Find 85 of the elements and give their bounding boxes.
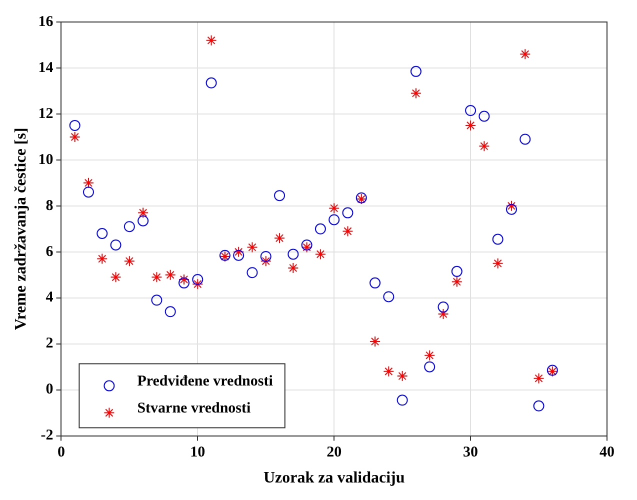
y-tick-label: 4 [46, 290, 54, 306]
point [274, 232, 286, 244]
y-tick-label: 8 [46, 198, 54, 214]
point [110, 272, 122, 283]
point [246, 242, 258, 253]
point [370, 336, 381, 348]
point [164, 306, 176, 318]
legend-label: Predviđene vrednosti [137, 374, 273, 390]
point [506, 204, 517, 215]
point [478, 140, 490, 152]
point [478, 110, 490, 122]
point [438, 308, 449, 320]
point [124, 221, 135, 232]
point [138, 215, 149, 226]
point [342, 207, 354, 218]
point [233, 250, 244, 261]
point [82, 186, 94, 198]
point [274, 190, 286, 202]
point [520, 48, 531, 60]
point [424, 361, 436, 372]
point [370, 277, 381, 288]
point [246, 267, 258, 278]
point [192, 278, 204, 290]
point [69, 131, 80, 142]
point [138, 207, 149, 218]
point [96, 253, 108, 264]
y-tick-label: -2 [40, 428, 54, 444]
x-tick-label: 10 [190, 444, 206, 461]
point [110, 239, 122, 250]
point [533, 372, 544, 384]
point [164, 269, 176, 280]
point [465, 105, 476, 116]
point [124, 256, 135, 267]
x-tick-label: 30 [463, 444, 478, 461]
point [451, 266, 462, 277]
point [506, 200, 517, 212]
point [492, 258, 504, 269]
point [314, 248, 326, 260]
y-tick-label: 12 [38, 106, 54, 122]
point [465, 120, 476, 131]
point [288, 262, 299, 274]
y-axis-title: Vreme zadržavanja čestice [s] [12, 128, 30, 330]
point [301, 239, 312, 250]
point [410, 88, 422, 99]
point [451, 276, 462, 288]
point [206, 77, 217, 88]
y-tick-label: 2 [46, 336, 54, 352]
point [383, 291, 394, 302]
x-tick-label: 20 [326, 444, 342, 461]
point [233, 246, 244, 258]
point [178, 274, 190, 285]
x-tick-label: 40 [600, 444, 614, 461]
point [206, 34, 217, 46]
point [438, 302, 449, 313]
point [396, 394, 408, 406]
y-tick-label: 16 [38, 14, 54, 30]
point [383, 366, 394, 377]
point [96, 228, 108, 239]
point [410, 66, 422, 77]
point [151, 294, 162, 306]
point [328, 214, 340, 226]
point [492, 234, 504, 245]
point [520, 134, 531, 145]
point [260, 250, 272, 262]
point [533, 400, 544, 412]
y-tick-label: 0 [46, 382, 54, 398]
legend-label: Stvarne vrednosti [137, 400, 251, 417]
point [328, 202, 340, 214]
point [314, 223, 326, 234]
y-tick-label: 6 [46, 244, 54, 260]
point [178, 277, 190, 288]
point [342, 226, 354, 237]
x-tick-label: 0 [57, 444, 65, 461]
point [424, 350, 436, 361]
y-tick-label: 14 [38, 60, 54, 76]
point [260, 256, 272, 267]
x-axis-title: Uzorak za validaciju [263, 470, 405, 487]
y-tick-label: 10 [38, 152, 54, 168]
point [82, 177, 94, 188]
point [69, 120, 80, 131]
point [192, 274, 204, 285]
point [301, 242, 312, 253]
point [396, 370, 408, 382]
point [151, 272, 162, 283]
point [288, 248, 299, 260]
